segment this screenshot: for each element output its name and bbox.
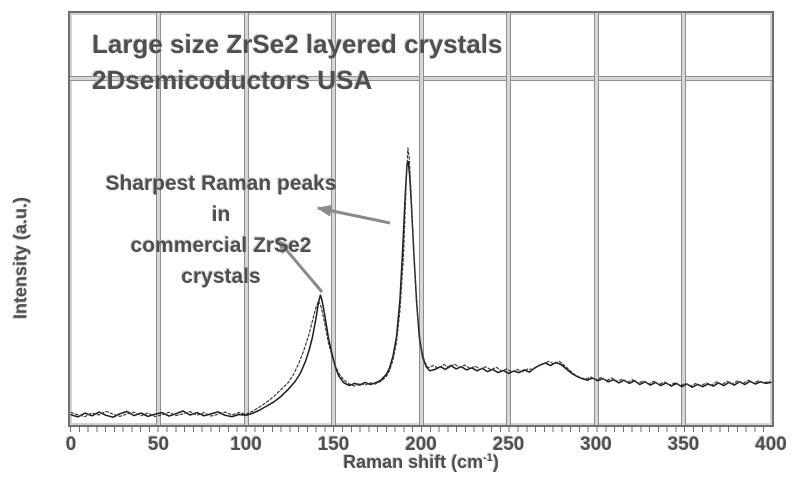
peak-annotation-line-3: crystals [181,265,261,288]
x-tick-label-200: 200 [405,434,437,455]
peak-annotation-line-1: Sharpest Raman peaks in [105,172,337,226]
x-tick-label-400: 400 [755,434,787,455]
chart-title-line-2: 2Dsemicoductors USA [92,65,373,95]
x-tick-label-50: 50 [147,434,170,455]
x-tick-label-300: 300 [580,434,612,455]
x-axis-label-close: ) [492,452,499,472]
x-tick-label-250: 250 [492,434,525,455]
peak-annotation-line-2: commercial ZrSe2 [130,234,312,257]
x-tick-label-0: 0 [65,434,77,455]
x-axis-label: Raman shift (cm-1) [343,452,499,473]
vertical-gridline-250 [506,13,511,425]
x-tick-label-150: 150 [317,434,350,455]
x-tick-label-100: 100 [230,434,262,455]
x-axis-tick-labels: 0 50 100 150 200 250 300 350 400 [0,434,800,456]
chart-title-line-1: Large size ZrSe2 layered crystals [92,29,503,59]
x-axis-label-superscript: -1 [483,452,493,464]
peak-annotation: Sharpest Raman peaks in commercial ZrSe2… [95,168,347,292]
x-tick-label-350: 350 [667,434,700,455]
x-axis-label-main: Raman shift (cm [343,452,484,472]
x-axis-minor-ticks [70,427,772,432]
chart-title: Large size ZrSe2 layered crystals 2Dsemi… [92,26,502,98]
y-axis-label: Intensity (a.u.) [10,196,31,320]
vertical-gridline-300 [593,13,599,425]
vertical-gridline-350 [681,13,686,425]
